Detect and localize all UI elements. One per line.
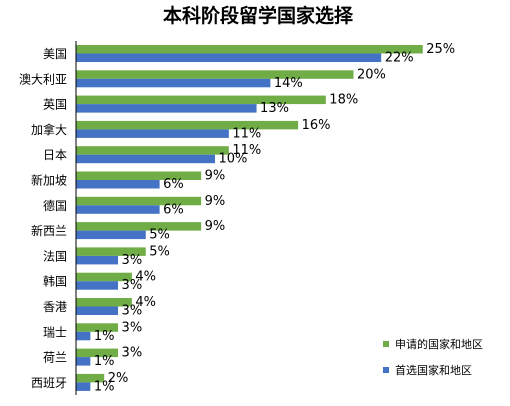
bar-preferred xyxy=(76,180,160,189)
bar-applied xyxy=(76,222,202,231)
data-label-preferred: 6% xyxy=(163,202,184,217)
category-label: 日本 xyxy=(43,148,67,162)
category-label: 韩国 xyxy=(43,274,67,289)
bar-preferred xyxy=(76,255,119,265)
data-label-preferred: 1% xyxy=(94,329,115,344)
category-label: 澳大利亚 xyxy=(19,72,67,86)
data-label-preferred: 3% xyxy=(122,253,143,268)
bar-preferred xyxy=(76,281,119,290)
data-label-preferred: 3% xyxy=(122,304,143,319)
bar-preferred xyxy=(76,154,215,164)
data-label-applied: 3% xyxy=(122,346,143,361)
data-label-preferred: 1% xyxy=(94,379,115,394)
data-label-preferred: 5% xyxy=(149,228,170,243)
bar-preferred xyxy=(76,382,91,391)
category-label: 德国 xyxy=(43,198,67,213)
data-label-preferred: 14% xyxy=(274,76,303,91)
bar-preferred xyxy=(76,230,146,240)
bar-applied xyxy=(76,146,229,155)
data-label-applied: 9% xyxy=(205,194,226,209)
bar-applied xyxy=(76,272,132,282)
bar-preferred xyxy=(76,104,257,113)
bar-applied xyxy=(76,120,299,130)
data-label-applied: 16% xyxy=(302,118,331,133)
category-label: 新加坡 xyxy=(31,173,67,188)
legend: 申请的国家和地区 首选国家和地区 xyxy=(383,337,483,377)
data-label-applied: 3% xyxy=(122,320,143,335)
category-label: 美国 xyxy=(43,47,67,61)
data-label-applied: 11% xyxy=(232,143,261,158)
category-label: 英国 xyxy=(43,98,67,112)
value-labels: 25%22%20%14%18%13%16%11%11%10%9%6%9%6%9%… xyxy=(94,42,455,394)
legend-swatch-preferred xyxy=(383,367,389,373)
bar-preferred xyxy=(76,53,382,62)
category-label: 新西兰 xyxy=(31,223,67,238)
bar-preferred xyxy=(76,205,160,214)
data-label-preferred: 13% xyxy=(260,101,289,116)
bar-applied xyxy=(76,196,202,206)
data-label-applied: 5% xyxy=(149,244,170,259)
data-label-preferred: 22% xyxy=(385,51,414,66)
data-label-applied: 4% xyxy=(135,295,156,310)
category-label: 法国 xyxy=(43,249,67,263)
category-label: 加拿大 xyxy=(31,122,67,137)
chart-title: 本科阶段留学国家选择 xyxy=(163,4,354,27)
data-label-applied: 18% xyxy=(329,93,358,108)
data-label-preferred: 3% xyxy=(122,278,143,293)
bars-group xyxy=(76,45,423,391)
bar-preferred xyxy=(76,129,229,138)
legend-label-preferred: 首选国家和地区 xyxy=(395,363,472,377)
data-label-preferred: 11% xyxy=(232,126,261,141)
bar-applied xyxy=(76,298,132,307)
bar-applied xyxy=(76,45,423,54)
data-label-preferred: 6% xyxy=(163,177,184,192)
bar-applied xyxy=(76,70,354,79)
bar-preferred xyxy=(76,306,119,315)
bar-applied xyxy=(76,171,202,180)
data-label-applied: 4% xyxy=(135,270,156,285)
data-label-preferred: 1% xyxy=(94,354,115,369)
bar-preferred xyxy=(76,331,91,341)
category-label: 西班牙 xyxy=(31,376,67,390)
category-label: 荷兰 xyxy=(43,351,67,365)
data-label-preferred: 10% xyxy=(219,152,248,167)
bar-applied xyxy=(76,373,105,383)
legend-label-applied: 申请的国家和地区 xyxy=(395,337,483,351)
legend-swatch-applied xyxy=(383,341,389,347)
bar-applied xyxy=(76,323,119,332)
bar-applied xyxy=(76,95,326,105)
bar-applied xyxy=(76,348,119,358)
data-label-applied: 9% xyxy=(205,219,226,234)
data-label-applied: 20% xyxy=(357,67,386,82)
data-label-applied: 25% xyxy=(426,42,455,57)
bar-preferred xyxy=(76,78,271,88)
category-label: 香港 xyxy=(43,300,67,314)
data-label-applied: 2% xyxy=(108,371,129,386)
data-label-applied: 9% xyxy=(205,169,226,184)
bar-applied xyxy=(76,247,146,256)
bar-preferred xyxy=(76,357,91,366)
category-label: 瑞士 xyxy=(43,325,67,339)
